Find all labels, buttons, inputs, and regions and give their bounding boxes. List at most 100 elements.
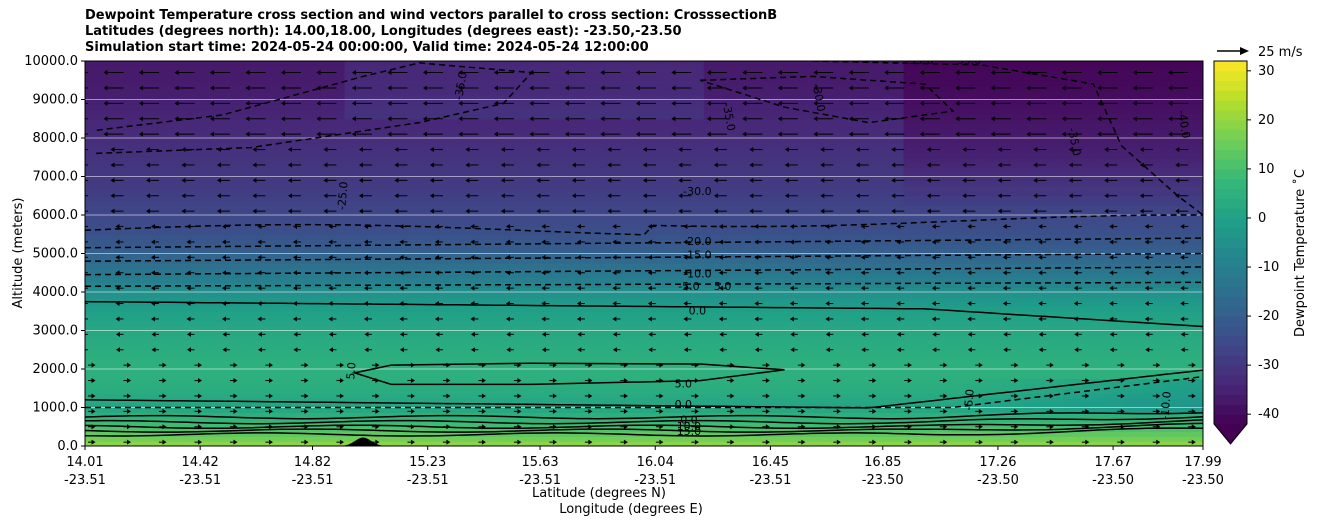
contour-line-5-loop [351, 362, 785, 386]
dewpoint-cell [983, 282, 1004, 288]
dewpoint-cell [464, 306, 485, 312]
dewpoint-cell [204, 306, 226, 312]
dewpoint-cell [364, 118, 386, 125]
dewpoint-cell [983, 316, 1004, 322]
dewpoint-cell [364, 426, 386, 433]
dewpoint-cell [763, 210, 785, 216]
dewpoint-cell [783, 142, 805, 149]
dewpoint-cell [723, 397, 745, 404]
dewpoint-cell [324, 205, 346, 211]
dewpoint-cell [504, 215, 525, 221]
dewpoint-cell [544, 359, 565, 365]
dewpoint-cell [1023, 253, 1044, 259]
dewpoint-cell [683, 354, 705, 360]
dewpoint-cell [1183, 234, 1203, 240]
dewpoint-cell [1003, 397, 1024, 404]
dewpoint-cell [983, 142, 1004, 149]
dewpoint-cell [404, 393, 425, 399]
dewpoint-cell [444, 263, 465, 269]
wind-arrowhead [162, 439, 167, 445]
dewpoint-cell [1143, 277, 1164, 283]
wind-arrowhead [410, 362, 415, 368]
dewpoint-cell [683, 85, 705, 91]
dewpoint-cell [484, 301, 505, 308]
dewpoint-cell [723, 104, 745, 110]
dewpoint-cell [624, 441, 645, 446]
dewpoint-cell [204, 263, 226, 269]
dewpoint-cell [544, 142, 565, 149]
dewpoint-cell [983, 277, 1004, 283]
dewpoint-cell [564, 383, 585, 389]
dewpoint-cell [444, 378, 465, 385]
dewpoint-cell [644, 349, 665, 356]
dewpoint-cell [604, 383, 625, 389]
dewpoint-cell [384, 195, 406, 202]
dewpoint-cell [803, 128, 825, 134]
dewpoint-cell [803, 388, 825, 394]
dewpoint-cell [164, 369, 186, 375]
wind-arrowhead [1120, 362, 1125, 368]
dewpoint-cell [763, 383, 785, 389]
dewpoint-cell [943, 301, 965, 308]
dewpoint-cell [743, 65, 765, 72]
dewpoint-cell [384, 412, 406, 418]
dewpoint-cell [304, 306, 326, 312]
dewpoint-cell [424, 186, 445, 192]
dewpoint-cell [484, 417, 505, 423]
dewpoint-cell [264, 373, 286, 380]
dewpoint-cell [1163, 364, 1184, 370]
dewpoint-cell [644, 296, 665, 303]
dewpoint-cell [663, 296, 685, 303]
dewpoint-cell [683, 296, 705, 303]
dewpoint-cell [404, 142, 425, 149]
dewpoint-cell [384, 316, 406, 322]
dewpoint-cell [224, 128, 246, 134]
dewpoint-cell [683, 441, 705, 446]
dewpoint-cell [1143, 349, 1164, 356]
dewpoint-cell [524, 215, 545, 221]
dewpoint-cell [1083, 75, 1104, 81]
dewpoint-cell [743, 330, 765, 336]
dewpoint-cell [703, 89, 725, 96]
dewpoint-cell [683, 75, 705, 81]
dewpoint-cell [1103, 157, 1124, 163]
dewpoint-cell [85, 296, 106, 303]
dewpoint-cell [1143, 306, 1164, 312]
wind-arrowhead [257, 347, 262, 353]
dewpoint-cell [943, 243, 965, 250]
dewpoint-cell [364, 369, 386, 375]
dewpoint-cell [1083, 263, 1104, 269]
wind-arrowhead [719, 331, 724, 337]
dewpoint-cell [943, 219, 965, 226]
dewpoint-cell [803, 330, 825, 336]
wind-arrowhead [648, 331, 653, 337]
dewpoint-cell [384, 210, 406, 216]
dewpoint-cell [703, 364, 725, 370]
dewpoint-cell [304, 147, 326, 154]
dewpoint-cell [144, 301, 166, 308]
dewpoint-cell [364, 263, 386, 269]
dewpoint-cell [284, 65, 306, 72]
dewpoint-cell [863, 325, 885, 332]
dewpoint-cell [484, 128, 505, 134]
dewpoint-cell [244, 349, 266, 356]
dewpoint-cell [404, 234, 425, 240]
dewpoint-cell [803, 301, 825, 308]
dewpoint-cell [1003, 316, 1024, 322]
dewpoint-cell [983, 344, 1004, 351]
dewpoint-cell [903, 340, 925, 346]
dewpoint-cell [344, 157, 366, 163]
dewpoint-cell [324, 258, 346, 264]
dewpoint-cell [604, 171, 625, 178]
dewpoint-cell [324, 397, 346, 404]
dewpoint-cell [364, 176, 386, 182]
dewpoint-cell [663, 229, 685, 235]
wind-arrowhead [1109, 347, 1114, 353]
dewpoint-cell [284, 94, 306, 101]
dewpoint-cell [723, 166, 745, 173]
dewpoint-cell [1023, 335, 1044, 341]
dewpoint-cell [544, 253, 565, 259]
dewpoint-cell [743, 397, 765, 404]
dewpoint-cell [85, 109, 106, 115]
dewpoint-cell [803, 335, 825, 341]
